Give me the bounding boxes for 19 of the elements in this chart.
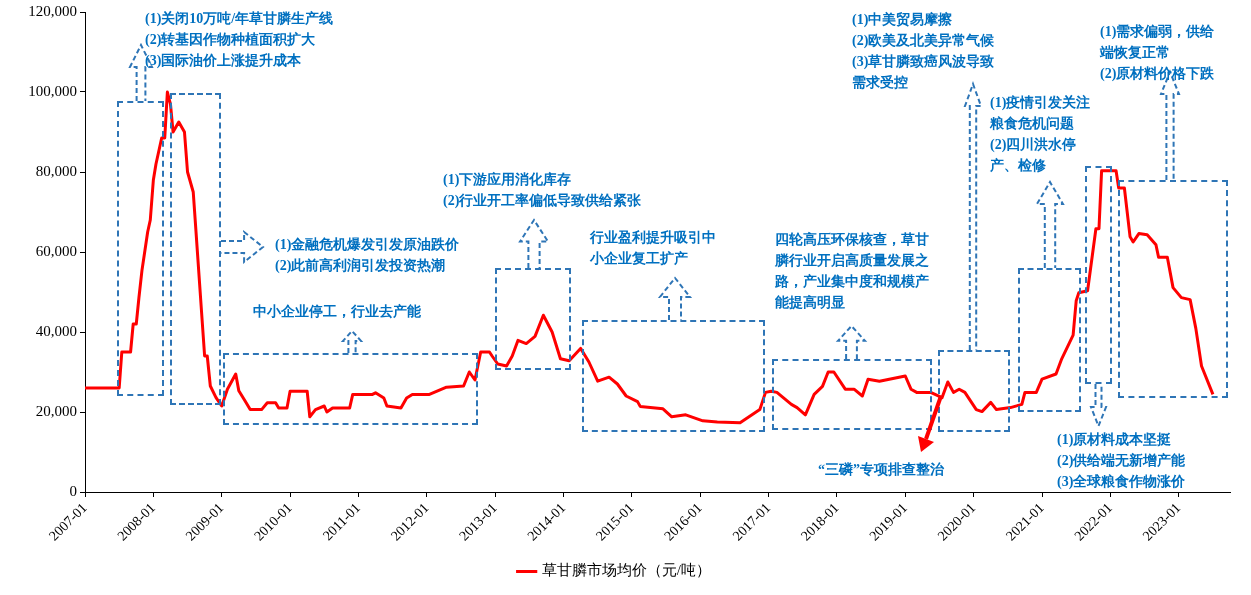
annotation: (1)下游应用消化库存 (2)行业开工率偏低导致供给紧张 — [443, 171, 642, 210]
annotation: (1)金融危机爆发引发原油跌价 (2)此前高利润引发投资热潮 — [275, 236, 460, 275]
y-tick-label: 60,000 — [35, 242, 77, 259]
legend-label: 草甘膦市场均价（元/吨） — [541, 562, 711, 579]
annotation: (1)中美贸易摩擦 (2)欧美及北美异常气候 (3)草甘膦致癌风波导致需求受控 — [852, 11, 996, 92]
y-tick-label: 120,000 — [28, 2, 77, 19]
y-tick-label: 100,000 — [28, 82, 77, 99]
annotation: (1)原材料成本坚挺 (2)供给端无新增产能 (3)全球粮食作物涨价 — [1057, 431, 1186, 491]
y-tick-label: 80,000 — [35, 162, 77, 179]
annotation: 行业盈利提升吸引中小企业复工扩产 — [590, 229, 717, 268]
annotation: (1)需求偏弱，供给端恢复正常 (2)原材料价格下跌 — [1100, 23, 1216, 83]
y-tick-label: 40,000 — [35, 322, 77, 339]
annotation: “三磷”专项排查整治 — [818, 461, 944, 479]
annotation: 中小企业停工，行业去产能 — [253, 303, 421, 321]
annotation: (1)关闭10万吨/年草甘膦生产线 (2)转基因作物种植面积扩大 (3)国际油价上涨提升成本 — [145, 10, 334, 70]
annotation: (1)疫情引发关注粮食危机问题 (2)四川洪水停产、检修 — [990, 94, 1092, 175]
y-tick-label: 20,000 — [35, 402, 77, 419]
y-tick-label: 0 — [69, 482, 77, 499]
annotation: 四轮高压环保核查，草甘膦行业开启高质量发展之路，产业集中度和规模产能提高明显 — [775, 231, 930, 312]
